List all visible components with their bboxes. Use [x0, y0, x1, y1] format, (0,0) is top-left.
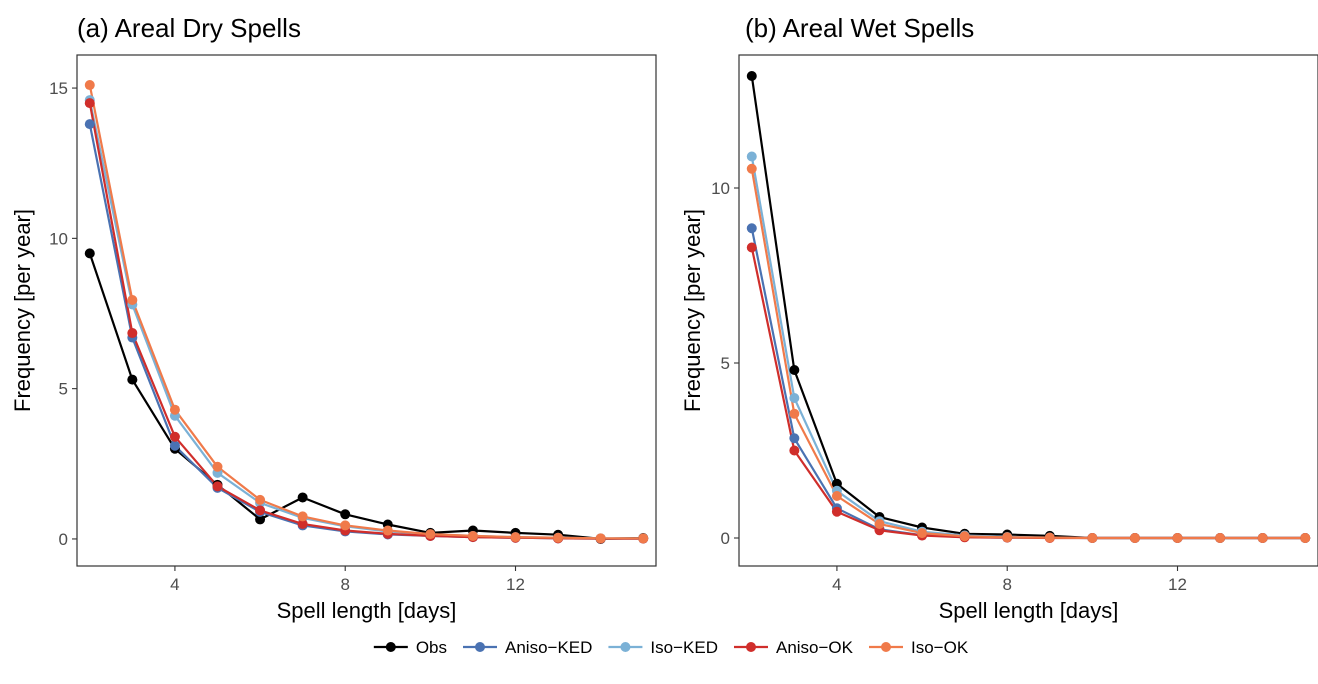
- data-point-aniso-ked: [746, 223, 757, 234]
- plot-frame: [76, 54, 657, 567]
- data-point-iso-ok: [340, 520, 351, 531]
- y-axis-label: Frequency [per year]: [10, 209, 35, 412]
- data-point-obs: [831, 478, 842, 489]
- data-point-iso-ok: [746, 163, 757, 174]
- data-point-obs: [340, 509, 351, 520]
- y-tick-label: 10: [49, 229, 68, 248]
- y-tick-label: 0: [59, 530, 68, 549]
- legend-item-aniso-ked: Aniso−KED: [463, 638, 592, 657]
- data-point-iso-ok: [1300, 533, 1311, 543]
- data-point-iso-ok: [1215, 533, 1226, 543]
- data-point-aniso-ok: [84, 98, 95, 109]
- data-point-iso-ok: [382, 525, 393, 536]
- legend-key-point: [385, 642, 396, 652]
- data-point-iso-ok: [789, 408, 800, 419]
- chart-title: (b) Areal Wet Spells: [745, 13, 974, 43]
- data-point-aniso-ok: [212, 481, 223, 492]
- legend-item-iso-ok: Iso−OK: [869, 638, 969, 657]
- data-point-iso-ok: [1129, 533, 1140, 543]
- data-point-iso-ok: [510, 532, 521, 543]
- data-point-iso-ok: [297, 511, 308, 522]
- data-point-iso-ok: [169, 404, 180, 415]
- data-point-iso-ok: [1172, 533, 1183, 543]
- panel-wet-spells: (b) Areal Wet Spells 4 8 12 0 5 10 Spell length…: [680, 13, 1318, 623]
- legend-item-aniso-ok: Aniso−OK: [733, 638, 854, 657]
- data-point-iso-ok: [831, 491, 842, 501]
- series-line-obs: [88, 253, 644, 541]
- series-line-iso-ok: [88, 84, 644, 540]
- data-point-iso-ok: [638, 533, 649, 544]
- data-point-iso-ok: [84, 80, 95, 91]
- plot-frame: [738, 54, 1318, 567]
- y-tick-label: 5: [59, 380, 68, 399]
- data-point-obs: [297, 492, 308, 503]
- x-tick-label: 12: [1168, 575, 1187, 594]
- data-point-iso-ok: [1002, 532, 1013, 543]
- data-point-aniso-ok: [297, 518, 308, 529]
- series-line-aniso-ked: [88, 123, 644, 540]
- data-point-obs: [746, 71, 757, 81]
- data-point-iso-ok: [255, 494, 266, 505]
- legend-label: Aniso−OK: [776, 638, 854, 657]
- data-point-aniso-ok: [789, 445, 800, 456]
- x-tick-label: 12: [506, 575, 525, 594]
- x-tick-label: 4: [832, 575, 841, 594]
- data-point-aniso-ok: [831, 506, 842, 517]
- data-point-iso-ok: [553, 532, 564, 543]
- legend-label: Obs: [416, 638, 447, 657]
- y-tick-label: 0: [721, 529, 730, 548]
- data-point-iso-ok: [1087, 533, 1098, 543]
- x-tick-label: 8: [1002, 575, 1011, 594]
- data-point-iso-ok: [425, 529, 436, 540]
- data-point-aniso-ok: [746, 242, 757, 253]
- data-point-iso-ok: [467, 530, 478, 541]
- x-tick-label: 8: [340, 575, 349, 594]
- data-point-iso-ked: [746, 151, 757, 162]
- panel-dry-spells: (a) Areal Dry Spells 4 8 12 0 5 10 15 Spell leng…: [10, 13, 657, 623]
- data-point-aniso-ok: [127, 328, 138, 339]
- data-point-obs: [789, 365, 800, 375]
- y-tick-label: 15: [49, 79, 68, 98]
- x-tick-label: 4: [170, 575, 179, 594]
- legend-key-point: [620, 642, 631, 652]
- series-line-iso-ked: [88, 99, 644, 540]
- data-point-iso-ked: [789, 393, 800, 403]
- legend-key-point: [745, 642, 756, 652]
- legend: Obs Aniso−KED Iso−KED Aniso−OK Iso−OK: [373, 638, 969, 657]
- legend-label: Iso−OK: [911, 638, 969, 657]
- data-point-aniso-ked: [789, 433, 800, 444]
- x-axis-label: Spell length [days]: [277, 598, 457, 623]
- legend-label: Aniso−KED: [505, 638, 592, 657]
- data-point-iso-ok: [595, 533, 606, 544]
- data-point-obs: [127, 374, 138, 385]
- y-tick-label: 5: [721, 354, 730, 373]
- data-point-iso-ok: [917, 528, 928, 539]
- series-line-obs: [750, 75, 1306, 540]
- legend-label: Iso−KED: [650, 638, 718, 657]
- legend-item-iso-ked: Iso−KED: [608, 638, 718, 657]
- legend-key-point: [881, 642, 892, 652]
- y-axis-label: Frequency [per year]: [680, 209, 705, 412]
- chart-title: (a) Areal Dry Spells: [77, 13, 301, 43]
- data-point-obs: [84, 248, 95, 259]
- legend-key-point: [475, 642, 486, 652]
- y-tick-label: 10: [711, 179, 730, 198]
- data-point-iso-ok: [1257, 533, 1268, 543]
- data-point-aniso-ked: [169, 440, 180, 451]
- data-point-iso-ok: [212, 461, 223, 472]
- legend-item-obs: Obs: [373, 638, 447, 657]
- data-point-iso-ok: [127, 294, 138, 305]
- series-line-aniso-ok: [88, 102, 644, 540]
- data-point-iso-ok: [874, 519, 885, 529]
- series-line-iso-ok: [750, 168, 1306, 540]
- data-point-aniso-ok: [169, 431, 180, 442]
- data-point-iso-ok: [1044, 532, 1055, 543]
- x-axis-label: Spell length [days]: [939, 598, 1119, 623]
- data-point-aniso-ked: [84, 119, 95, 130]
- data-point-iso-ok: [959, 531, 970, 542]
- data-point-obs: [255, 514, 266, 525]
- data-point-aniso-ok: [255, 505, 266, 516]
